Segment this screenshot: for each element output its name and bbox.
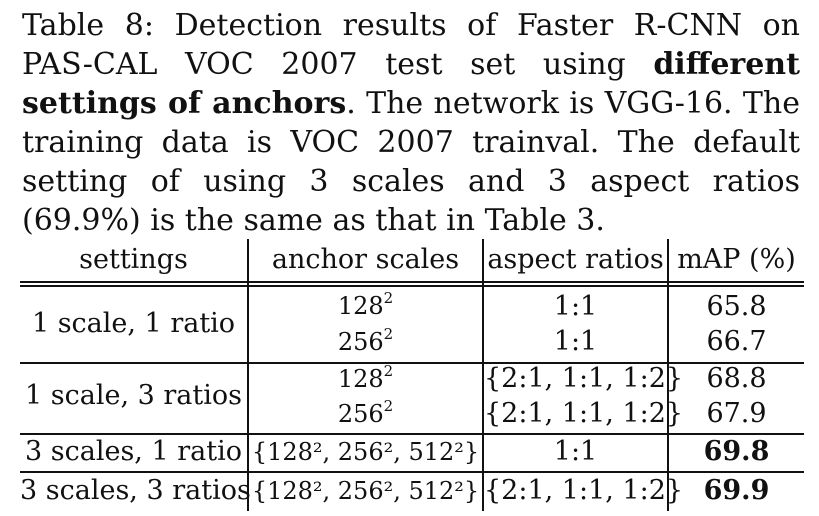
scale-base: 128 [337,365,384,393]
aspect-ratio-cell: 1:1 [553,326,598,357]
table-rule-group-2 [20,433,804,435]
anchor-scale-cell: {128², 256², 512²} [251,438,480,466]
map-value: 66.7 [706,326,767,357]
map-value-best: 69.9 [703,475,770,506]
table-col-rule-1 [247,239,249,511]
aspect-ratio-cell: 1:1 [553,291,598,322]
table-rule-top-of-body [20,281,804,283]
table-col-rule-3 [667,239,669,511]
results-table: settings anchor scales aspect ratios mAP… [20,239,804,511]
scale-exponent: 2 [383,362,394,380]
header-anchor-scales: anchor scales [271,244,460,275]
setting-1-scale-1-ratio: 1 scale, 1 ratio [31,308,236,339]
header-map: mAP (%) [677,244,796,275]
caption-pre: Detection results of Faster R-CNN on PAS… [22,8,800,82]
table-caption: Table 8: Detection results of Faster R-C… [22,6,800,240]
map-value-best: 69.8 [703,436,770,467]
header-aspect-ratios: aspect ratios [487,244,664,275]
anchor-scale-cell: 1282 [249,362,482,396]
anchor-scale-cell: {128², 256², 512²} [251,477,480,505]
map-value: 65.8 [706,291,767,322]
setting-3-scales-1-ratio: 3 scales, 1 ratio [25,436,242,467]
anchor-scale-cell: 2562 [249,325,482,359]
scale-base: 256 [337,400,384,428]
header-settings: settings [79,244,188,275]
scale-base: 256 [337,328,384,356]
scale-exponent: 2 [383,289,394,307]
aspect-ratio-cell: {2:1, 1:1, 1:2} [484,398,684,429]
scale-exponent: 2 [383,397,394,415]
aspect-ratio-cell: 1:1 [553,436,598,467]
anchor-scale-cell: 1282 [249,289,482,323]
table-rule-top-of-body-2 [20,285,804,287]
map-value: 67.9 [706,398,767,429]
table-rule-group-1 [20,362,804,364]
caption-post: . The network is VGG-16. The training da… [22,86,801,238]
anchor-scale-cell: 2562 [249,397,482,431]
table-col-rule-2 [482,239,484,511]
table-rule-group-3 [20,471,804,473]
caption-label: Table 8: [22,8,154,43]
caption-text: Table 8: Detection results of Faster R-C… [22,6,800,240]
map-value: 68.8 [706,363,767,394]
caption-emphasis: different settings of anchors [22,47,800,121]
scale-base: 128 [337,292,384,320]
scale-exponent: 2 [383,325,394,343]
aspect-ratio-cell: {2:1, 1:1, 1:2} [484,363,684,394]
setting-1-scale-3-ratios: 1 scale, 3 ratios [25,380,242,411]
setting-3-scales-3-ratios: 3 scales, 3 ratios [20,475,251,506]
aspect-ratio-cell: {2:1, 1:1, 1:2} [484,475,684,506]
